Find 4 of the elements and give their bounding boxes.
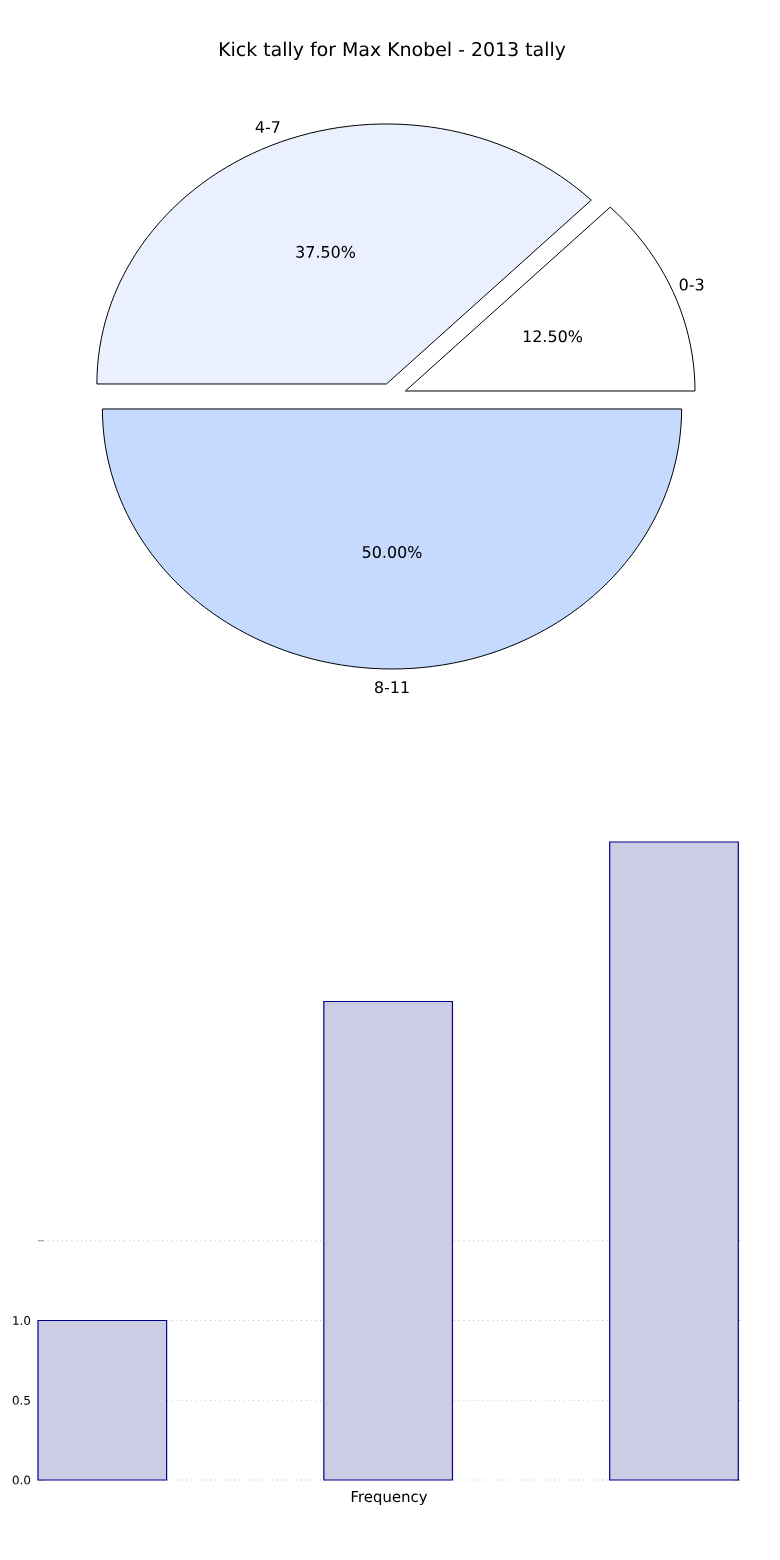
bar [37, 1319, 168, 1481]
chart-title: Kick tally for Max Knobel - 2013 tally [219, 41, 566, 60]
bar [609, 841, 739, 1481]
bar [323, 1000, 454, 1481]
